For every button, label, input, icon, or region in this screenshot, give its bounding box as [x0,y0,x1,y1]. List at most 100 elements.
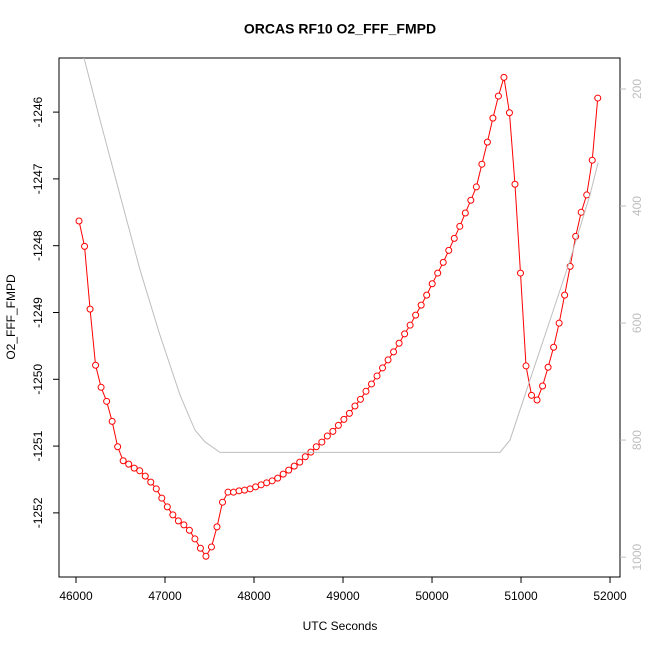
data-point [417,301,425,309]
data-point [472,183,480,191]
data-point [511,180,519,188]
data-point [196,544,204,552]
data-point [461,209,469,217]
y2-tick-label: 200 [630,79,644,99]
data-point [395,339,403,347]
y-axis-label: O2_FFF_FMPD [4,274,18,360]
data-point [439,258,447,266]
data-point [379,364,387,372]
data-point [213,523,221,531]
data-point [318,438,326,446]
data-point [290,462,298,470]
data-point [550,343,558,351]
data-point [180,521,188,529]
data-point [561,291,569,299]
data-point [285,466,293,474]
x-tick-label: 50000 [415,589,449,603]
data-point [136,467,144,475]
data-point [489,114,497,122]
data-point [533,396,541,404]
data-point [97,383,105,391]
plot-frame [58,57,621,578]
x-tick-label: 49000 [326,589,360,603]
y-tick-label: -1250 [31,364,45,395]
data-point [522,362,530,370]
data-point [428,280,436,288]
x-tick-label: 46000 [59,589,93,603]
data-point [158,494,166,502]
y-tick-label: -1248 [31,230,45,261]
x-axis-label: UTC Seconds [303,619,378,633]
data-point [274,474,282,482]
data-point [152,485,160,493]
data-point [125,460,133,468]
data-point [323,432,331,440]
y-tick-label: -1247 [31,163,45,194]
data-point [169,511,177,519]
data-point [191,535,199,543]
data-point [434,269,442,277]
data-point [373,372,381,380]
data-point [467,196,475,204]
data-point [241,486,249,494]
chart-title: ORCAS RF10 O2_FFF_FMPD [244,21,436,37]
data-point [478,160,486,168]
y-tick-label: -1251 [31,430,45,461]
data-point [384,356,392,364]
data-point [494,92,502,100]
data-point [505,109,513,117]
data-point [329,427,337,435]
data-point [296,458,304,466]
data-point [390,348,398,356]
data-point [81,242,89,250]
data-point [577,208,585,216]
data-point [412,311,420,319]
y2-tick-label: 800 [630,430,644,450]
data-point [367,380,375,388]
y2-tick-label: 1000 [630,543,644,570]
y-tick-label: -1249 [31,297,45,328]
data-point [445,246,453,254]
data-point [351,402,359,410]
data-point [92,361,100,369]
data-point [555,319,563,327]
data-point [528,391,536,399]
y2-tick-label: 400 [630,196,644,216]
data-point [594,94,602,102]
data-point [230,488,238,496]
data-point [312,443,320,451]
data-point [456,222,464,230]
series-line [78,77,599,558]
data-point [207,543,215,551]
data-point [268,477,276,485]
data-point [147,478,155,486]
data-point [301,453,309,461]
y-tick-label: -1252 [31,497,45,528]
data-point [334,421,342,429]
data-point [500,73,508,81]
data-point [340,415,348,423]
data-point [356,395,364,403]
x-tick-label: 51000 [504,589,538,603]
data-point [401,330,409,338]
data-point [583,191,591,199]
data-point [103,397,111,405]
data-point [141,472,149,480]
x-tick-label: 47000 [148,589,182,603]
y-tick-label: -1246 [31,96,45,127]
data-point [450,234,458,242]
data-point [362,387,370,395]
data-point [185,526,193,534]
data-point [86,305,94,313]
data-point [483,138,491,146]
data-point [202,552,210,560]
x-tick-label: 52000 [593,589,627,603]
data-point [114,443,122,451]
data-point [163,503,171,511]
data-point [279,470,287,478]
series-line [83,57,599,453]
data-point [516,269,524,277]
data-point [588,156,596,164]
data-point [219,498,227,506]
